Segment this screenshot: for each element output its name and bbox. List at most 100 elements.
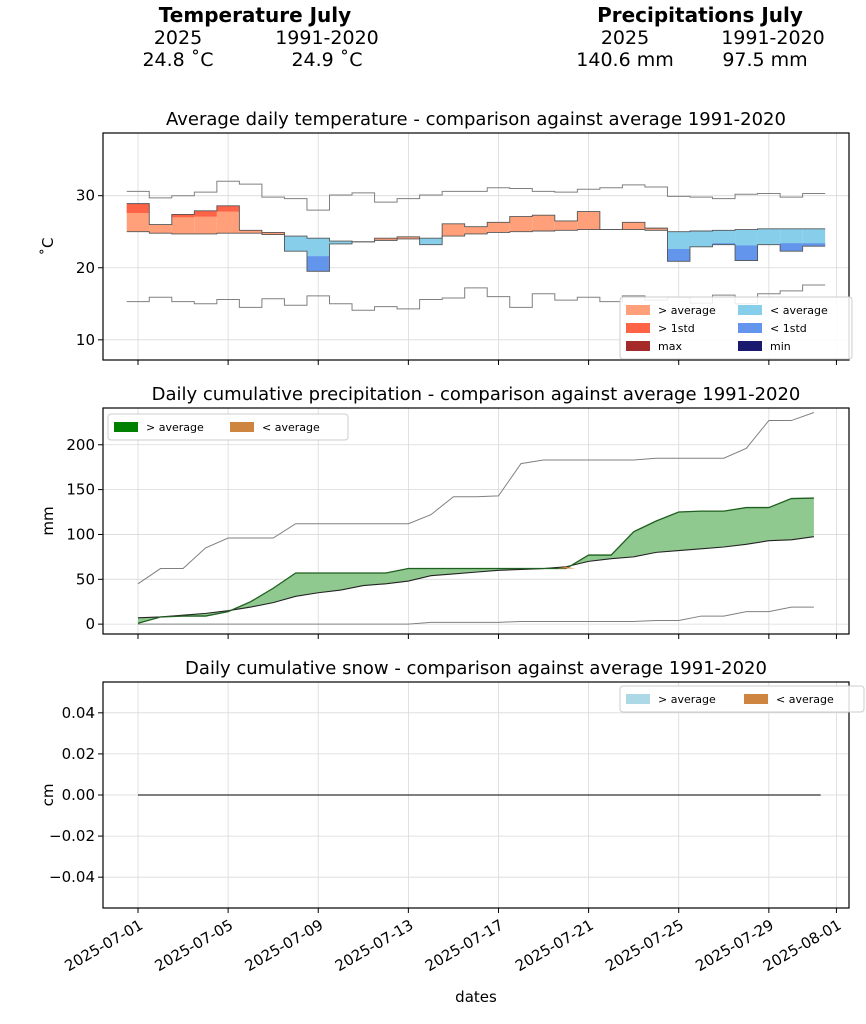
- snow-legend-box: [619, 685, 865, 713]
- temperature-ytick-label: 10: [76, 331, 95, 349]
- temperature-anomaly-bar: [464, 226, 488, 234]
- temperature-legend-label: max: [658, 340, 682, 353]
- date-axis: 2025-07-01 2025-07-05 2025-07-09 2025-07-13…: [61, 916, 844, 1006]
- precipitation-normal-label: 1991-2020: [721, 27, 825, 49]
- precipitation-min-line: [138, 606, 814, 625]
- temperature-anomaly-bar: [284, 236, 307, 252]
- temperature-anomaly-bar: [712, 230, 736, 245]
- temperature-1std-bar: [712, 243, 736, 245]
- precipitation-normal-value: 97.5 mm: [722, 49, 808, 71]
- temperature-anomaly-bar: [487, 222, 510, 233]
- precipitation-title: Daily cumulative precipitation - compari…: [152, 384, 801, 405]
- temperature-legend-swatch: [626, 323, 650, 333]
- precipitation-ylabel: mm: [39, 506, 57, 535]
- precipitation-summary-title: Precipitations July: [597, 3, 803, 27]
- precipitation-max-line: [137, 412, 815, 585]
- temperature-anomaly-bar: [577, 211, 600, 230]
- temperature-1std-bar: [780, 243, 803, 252]
- precipitation-fill: [138, 498, 814, 624]
- temperature-1std-bar: [802, 243, 826, 247]
- date-tick-label: 2025-07-25: [602, 916, 687, 975]
- temperature-legend-label: > 1std: [658, 322, 695, 335]
- precipitation-2025-line: [137, 497, 814, 624]
- precipitation-2025-value: 140.6 mm: [576, 49, 674, 71]
- temperature-chart: 10 20 30 Average daily temperature - compar…: [39, 109, 853, 365]
- precipitation-ytick-label: 100: [66, 525, 95, 543]
- temperature-summary-title: Temperature July: [158, 3, 352, 27]
- temperature-anomaly-bar: [802, 228, 826, 247]
- temperature-legend-swatch: [738, 323, 762, 333]
- snow-ytick-label: 0.02: [62, 745, 95, 763]
- precipitation-legend-box: [107, 413, 349, 441]
- temperature-anomaly-bar: [532, 215, 555, 232]
- temperature-legend-swatch: [626, 341, 650, 351]
- temperature-average-line: [126, 228, 826, 243]
- precipitation-legend-swatch: [230, 422, 254, 432]
- snow-legend-swatch: [626, 694, 650, 704]
- snow-legend-swatch: [744, 694, 768, 704]
- temperature-2025-value: 24.8 ˚C: [142, 49, 214, 71]
- date-tick-label: 2025-07-13: [332, 916, 417, 975]
- temperature-ytick-label: 30: [76, 187, 95, 205]
- temperature-anomaly-bar: [622, 222, 645, 230]
- temperature-1std-bar: [171, 214, 195, 218]
- snow-ytick-label: 0.00: [62, 786, 95, 804]
- temperature-legend-label: > average: [658, 304, 716, 317]
- temperature-anomaly-bar: [261, 232, 285, 235]
- temperature-2025-line: [126, 203, 826, 272]
- precipitation-legend-label: < average: [262, 421, 320, 434]
- date-tick-label: 2025-07-17: [422, 916, 507, 975]
- temperature-legend-label: < 1std: [770, 322, 807, 335]
- temperature-anomaly-bar: [419, 238, 443, 245]
- date-axis-label: dates: [455, 988, 497, 1006]
- temperature-legend-swatch: [626, 305, 650, 315]
- snow-chart: −0.04 −0.02 0.00 0.02 0.04 Daily cumulative s…: [39, 658, 865, 913]
- date-tick-label: 2025-07-09: [242, 916, 327, 975]
- temperature-summary: Temperature July: [130, 4, 380, 26]
- temperature-anomaly-bar: [397, 236, 420, 239]
- temperature-1std-bar: [735, 245, 758, 261]
- temperature-anomaly-bar: [442, 223, 465, 237]
- temperature-max-line: [126, 180, 826, 211]
- precipitation-2025-label: 2025: [600, 27, 650, 49]
- temperature-1std-bar: [667, 249, 690, 262]
- temperature-legend-label: < average: [770, 304, 828, 317]
- temperature-anomaly-bar: [509, 216, 533, 232]
- temperature-axes-frame: [102, 132, 850, 361]
- snow-legend-label: < average: [776, 693, 834, 706]
- temperature-ylabel: ˚C: [39, 238, 57, 256]
- temperature-anomaly-bar: [149, 224, 172, 234]
- precipitation-legend-swatch: [114, 422, 138, 432]
- precipitation-ytick-label: 0: [85, 615, 95, 633]
- precipitation-chart: 0 50 100 150 200 Daily cumulative precipitati…: [39, 384, 850, 639]
- temperature-1std-bar: [306, 256, 330, 272]
- date-tick-label: 2025-07-05: [152, 916, 237, 975]
- temperature-anomaly-bar: [757, 228, 781, 245]
- temperature-anomaly-bar: [644, 228, 668, 231]
- snow-legend-label: > average: [658, 693, 716, 706]
- precipitation-summary: Precipitations July: [560, 4, 840, 26]
- precipitation-below-fill: [557, 566, 576, 569]
- snow-title: Daily cumulative snow - comparison again…: [185, 658, 767, 679]
- date-tick-label: 2025-07-01: [61, 916, 146, 975]
- temperature-1std-bar: [216, 205, 240, 212]
- precipitation-average-line: [137, 536, 814, 619]
- date-tick-label: 2025-07-21: [512, 916, 597, 975]
- temperature-anomaly-bar: [554, 220, 578, 231]
- temperature-anomaly-bar: [239, 230, 262, 234]
- temperature-anomaly-bar: [216, 205, 240, 234]
- temperature-anomaly-bar: [171, 214, 195, 234]
- temperature-title: Average daily temperature - comparison a…: [166, 109, 786, 130]
- temperature-legend-label: min: [770, 340, 791, 353]
- temperature-legend-swatch: [738, 341, 762, 351]
- snow-ytick-label: −0.02: [49, 827, 95, 845]
- temperature-anomaly-bar: [689, 231, 713, 247]
- temperature-legend-box: [619, 296, 853, 360]
- snow-ytick-label: 0.04: [62, 704, 95, 722]
- precipitation-legend-label: > average: [146, 421, 204, 434]
- temperature-2025-label: 2025: [153, 27, 203, 49]
- precipitation-ytick-label: 150: [66, 481, 95, 499]
- temperature-anomaly-bar: [329, 241, 353, 244]
- temperature-normal-label: 1991-2020: [275, 27, 379, 49]
